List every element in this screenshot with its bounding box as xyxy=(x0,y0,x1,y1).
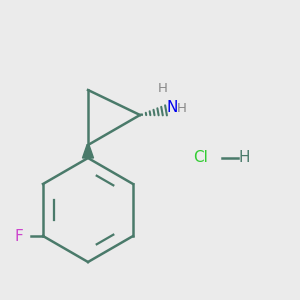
Text: N: N xyxy=(166,100,178,116)
Text: H: H xyxy=(239,151,250,166)
Text: H: H xyxy=(158,82,168,94)
Text: H: H xyxy=(177,101,187,115)
Text: Cl: Cl xyxy=(193,151,208,166)
Text: F: F xyxy=(14,229,23,244)
Polygon shape xyxy=(82,145,94,158)
